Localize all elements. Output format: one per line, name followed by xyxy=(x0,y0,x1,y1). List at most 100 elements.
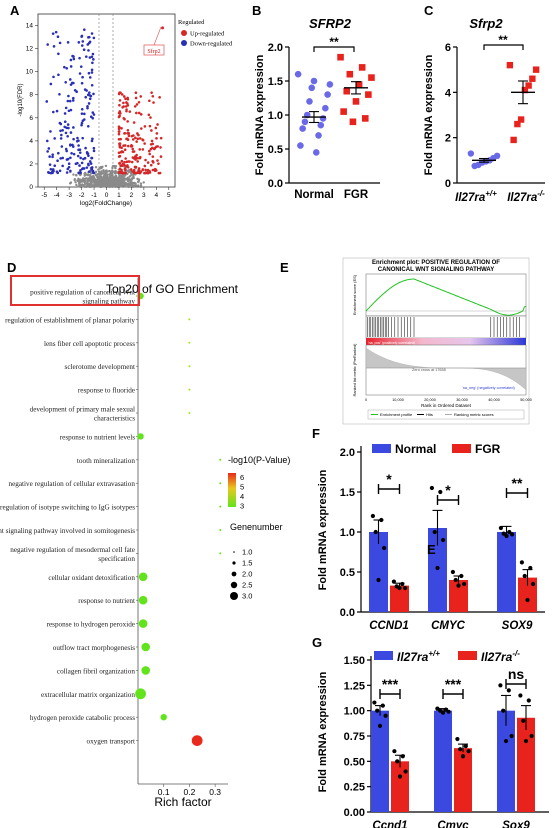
panel-g-legend-ko-swatch xyxy=(458,651,477,660)
volcano-point-up xyxy=(134,91,138,94)
volcano-point-down xyxy=(86,152,90,155)
volcano-point-down xyxy=(67,162,71,165)
panel-e-neg-label: 'na_neg' (negatively correlated) xyxy=(462,386,515,390)
volcano-point-down xyxy=(88,76,92,79)
volcano-point-up xyxy=(117,127,121,131)
data-point xyxy=(372,700,377,705)
panel-label-c: C xyxy=(424,3,434,18)
volcano-y-tick-label: 0 xyxy=(29,184,33,191)
data-point xyxy=(522,573,527,579)
volcano-point-down xyxy=(91,61,94,65)
volcano-point-ns xyxy=(83,177,86,181)
volcano-point-ns xyxy=(104,172,108,175)
y-tick-label: 1.5 xyxy=(340,487,355,499)
go-term-point xyxy=(219,552,222,555)
data-point xyxy=(294,70,302,78)
go-term-point xyxy=(188,318,191,321)
volcano-x-label: log2(FoldChange) xyxy=(80,200,132,207)
y-tick-label: 0.25 xyxy=(344,782,365,794)
volcano-points xyxy=(45,26,165,189)
volcano-point-up xyxy=(141,148,145,151)
volcano-point-down xyxy=(87,49,90,52)
panel-b-title: SFRP2 xyxy=(309,16,352,31)
volcano-point-down xyxy=(72,137,75,141)
volcano-point-ns xyxy=(109,183,112,186)
panel-c-y-label: Fold mRNA expression xyxy=(423,54,435,175)
volcano-point-up xyxy=(146,161,150,164)
gene-label: Cmyc xyxy=(437,820,469,828)
volcano-point-ns xyxy=(87,177,91,181)
volcano-point-sfrp2 xyxy=(161,26,165,30)
volcano-point-down xyxy=(86,124,90,128)
data-point xyxy=(506,688,511,693)
volcano-point-down xyxy=(88,170,91,173)
gene-legend-dot xyxy=(230,592,238,600)
volcano-x-tick-label: -4 xyxy=(54,192,60,199)
panel-g-y-ticks: 0.00 0.25 0.50 0.75 1.00 1.25 1.50 xyxy=(344,655,371,819)
volcano-point-up xyxy=(131,147,135,151)
bar xyxy=(449,580,468,612)
volcano-y-tick-label: 10 xyxy=(26,69,34,76)
data-point xyxy=(466,749,471,754)
panel-f-legend-fgr: FGR xyxy=(475,442,501,456)
volcano-point-up xyxy=(131,156,135,159)
volcano-point-up xyxy=(138,169,141,173)
volcano-point-down xyxy=(79,171,82,175)
volcano-point-ns xyxy=(79,178,82,181)
volcano-point-up xyxy=(131,138,135,141)
volcano-point-ns xyxy=(85,177,88,180)
data-point xyxy=(403,585,408,591)
volcano-point-down xyxy=(90,68,94,72)
data-point xyxy=(525,82,532,89)
volcano-point-down xyxy=(69,83,73,86)
volcano-point-up xyxy=(157,162,160,165)
volcano-point-up xyxy=(136,156,140,160)
volcano-point-up xyxy=(123,148,127,151)
gene-legend-tick: 3.0 xyxy=(242,592,252,601)
go-term-point xyxy=(138,595,148,605)
panel-e-gsea: Enrichment plot: POSITIVE REGULATION OF … xyxy=(342,257,532,425)
panel-c-sig: ** xyxy=(498,33,508,47)
volcano-point-down xyxy=(46,150,49,153)
data-point xyxy=(504,533,509,539)
volcano-point-ns xyxy=(86,181,89,184)
volcano-point-down xyxy=(88,56,92,59)
data-point xyxy=(529,75,536,82)
volcano-point-down xyxy=(92,92,95,96)
volcano-point-ns xyxy=(94,173,97,176)
volcano-point-down xyxy=(83,156,87,160)
volcano-point-down xyxy=(84,146,87,150)
volcano-point-up xyxy=(144,171,148,175)
volcano-point-ns xyxy=(94,170,98,173)
volcano-point-down xyxy=(85,166,89,169)
volcano-point-up xyxy=(147,113,151,117)
panel-f-significance: ** ** xyxy=(377,471,529,505)
volcano-point-down xyxy=(76,161,79,165)
data-point xyxy=(528,565,533,571)
volcano-point-down xyxy=(64,147,68,151)
y-tick-label: 0.0 xyxy=(268,178,283,190)
volcano-point-down xyxy=(84,55,88,58)
volcano-point-up xyxy=(121,171,125,175)
volcano-point-ns xyxy=(97,177,100,180)
volcano-point-ns xyxy=(123,174,127,177)
volcano-point-up xyxy=(126,98,130,101)
volcano-point-down xyxy=(59,137,63,140)
volcano-point-down xyxy=(46,43,49,46)
volcano-point-down xyxy=(69,65,73,68)
volcano-point-ns xyxy=(92,185,95,188)
volcano-point-up xyxy=(126,128,130,132)
volcano-point-up xyxy=(123,168,127,171)
y-tick-label: 1.00 xyxy=(344,706,365,718)
volcano-point-ns xyxy=(68,182,72,185)
volcano-point-up xyxy=(117,137,121,141)
go-term-point xyxy=(219,482,222,485)
volcano-point-down xyxy=(80,35,83,38)
volcano-point-down xyxy=(56,35,60,39)
data-point xyxy=(460,754,466,759)
volcano-point-up xyxy=(118,142,122,145)
volcano-point-up xyxy=(159,136,163,140)
volcano-point-up xyxy=(122,95,126,98)
volcano-point-down xyxy=(88,94,92,97)
